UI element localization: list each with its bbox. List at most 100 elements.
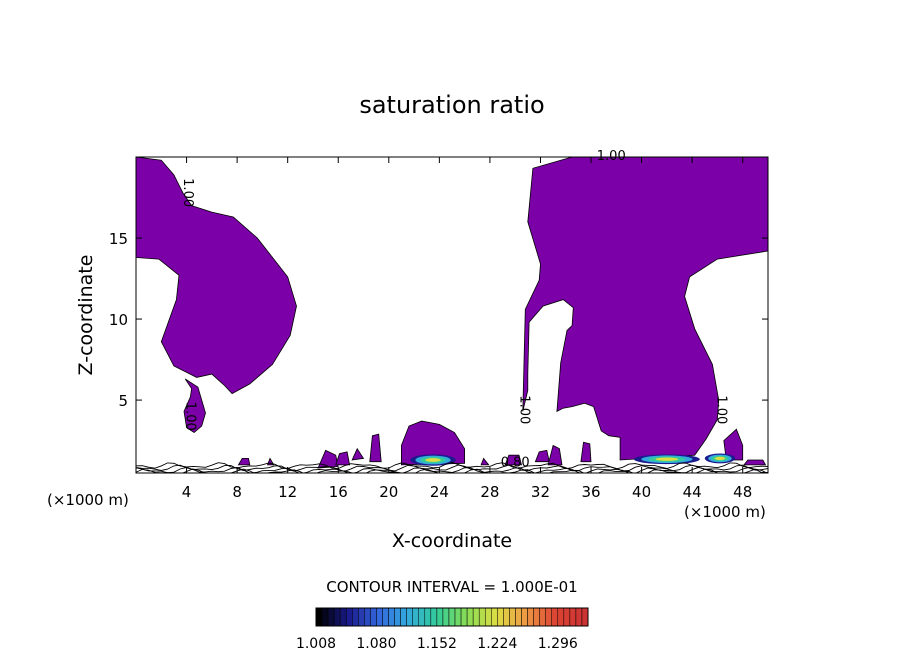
colorbar xyxy=(315,607,589,627)
left-supersaturated-region xyxy=(136,157,297,395)
colorbar-cell xyxy=(364,607,371,627)
colorbar-frame xyxy=(315,607,589,627)
y-tick-label: 10 xyxy=(109,311,128,329)
colorbar-cell xyxy=(388,607,395,627)
colorbar-cell xyxy=(545,607,552,627)
colorbar-cell xyxy=(515,607,522,627)
x-tick-label: 4 xyxy=(182,483,192,501)
colorbar-cell xyxy=(497,607,504,627)
colorbar-cell xyxy=(430,607,438,627)
bump-region-8 xyxy=(237,458,251,466)
colorbar-cell xyxy=(333,607,341,627)
x-tick-label: 24 xyxy=(430,483,449,501)
colorbar-cell xyxy=(442,607,450,627)
y-tick-label: 15 xyxy=(109,230,128,248)
colorbar-cell xyxy=(400,607,407,627)
x-tick-label: 44 xyxy=(683,483,702,501)
colorbar-cell xyxy=(345,607,353,627)
colorbar-cell xyxy=(472,607,480,627)
contour-interval-text: CONTOUR INTERVAL = 1.000E-01 xyxy=(326,578,577,596)
right-supersaturated-region xyxy=(522,157,768,461)
colorbar-cell xyxy=(394,607,401,627)
colorbar-cell xyxy=(436,607,444,627)
colorbar-label: 1.008 xyxy=(296,636,336,652)
colorbar-cell xyxy=(321,607,329,627)
bump-region-15 xyxy=(317,449,339,469)
x-tick-label: 48 xyxy=(733,483,752,501)
colorbar-cell xyxy=(327,607,335,627)
left-lower-lobe-region xyxy=(183,378,206,433)
core-region-42-level-3 xyxy=(655,457,679,461)
x-tick-label: 28 xyxy=(480,483,499,501)
bump-region-19 xyxy=(369,433,382,463)
contour-label: 1.00 xyxy=(713,395,728,424)
colorbar-cell xyxy=(339,607,347,627)
contour-label: 1.00 xyxy=(180,178,195,207)
colorbar-cell xyxy=(557,607,565,627)
contour-label: 1.00 xyxy=(516,395,531,424)
bump-region-16 xyxy=(335,451,351,466)
colorbar-cell xyxy=(454,607,462,627)
colorbar-cell xyxy=(370,607,377,627)
core-region-23-level-3 xyxy=(425,458,441,462)
colorbar-cell xyxy=(569,607,577,627)
bump-region-48 xyxy=(743,459,767,466)
surface-contour-line xyxy=(136,462,768,470)
core-region-46-level-3 xyxy=(714,456,726,461)
colorbar-cell xyxy=(503,607,510,627)
colorbar-cell xyxy=(575,607,583,627)
colorbar-cell xyxy=(527,607,534,627)
colorbar-cell xyxy=(424,607,432,627)
colorbar-cell xyxy=(539,607,546,627)
colorbar-cell xyxy=(418,607,426,627)
colorbar-cell xyxy=(448,607,456,627)
x-unit-left: (×1000 m) xyxy=(47,491,129,509)
colorbar-label: 1.296 xyxy=(538,636,578,652)
x-tick-label: 32 xyxy=(531,483,550,501)
colorbar-label: 1.224 xyxy=(477,636,517,652)
colorbar-cell xyxy=(352,607,359,627)
bump-region-31 xyxy=(534,449,550,463)
colorbar-cell xyxy=(406,607,413,627)
colorbar-cell xyxy=(551,607,559,627)
y-axis: 5 10 15 xyxy=(109,230,768,410)
central-bump-region xyxy=(401,420,465,466)
y-tick-label: 5 xyxy=(118,392,128,410)
bump-region-29 xyxy=(504,454,523,466)
bump-region-35 xyxy=(580,441,592,463)
colorbar-cell xyxy=(460,607,468,627)
colorbar-cell xyxy=(466,607,474,627)
colorbar-cell xyxy=(412,607,420,627)
contour-label: 0.80 xyxy=(501,456,530,471)
x-tick-label: 36 xyxy=(581,483,600,501)
plot-frame xyxy=(135,156,769,474)
saturation-fill-regions xyxy=(136,157,768,469)
x-tick-label: 20 xyxy=(379,483,398,501)
colorbar-label: 1.152 xyxy=(417,636,457,652)
colorbar-cell xyxy=(563,607,571,627)
x-axis: 4 8 12 16 20 24 28 32 36 40 44 48 xyxy=(182,157,752,501)
colorbar-cell xyxy=(358,607,365,627)
bump-region-32 xyxy=(547,444,563,466)
x-axis-label: X-coordinate xyxy=(392,530,512,552)
surface-contour-line xyxy=(136,464,768,472)
colorbar-cell xyxy=(509,607,516,627)
bump-region-27 xyxy=(480,457,490,466)
x-tick-label: 40 xyxy=(632,483,651,501)
colorbar-cell xyxy=(478,607,486,627)
colorbar-cell xyxy=(491,607,498,627)
plot-area xyxy=(136,157,768,473)
colorbar-label: 1.080 xyxy=(356,636,396,652)
y-axis-label: Z-coordinate xyxy=(75,255,97,376)
colorbar-cell xyxy=(382,607,389,627)
colorbar-cell xyxy=(521,607,528,627)
x-tick-label: 8 xyxy=(232,483,242,501)
x-unit-right: (×1000 m) xyxy=(684,503,766,521)
colorbar-cell xyxy=(376,607,383,627)
colorbar-cell xyxy=(315,607,323,627)
colorbar-cell xyxy=(484,607,492,627)
x-tick-label: 16 xyxy=(329,483,348,501)
bump-region-17 xyxy=(351,447,365,461)
right-small-bump-region xyxy=(723,428,744,461)
